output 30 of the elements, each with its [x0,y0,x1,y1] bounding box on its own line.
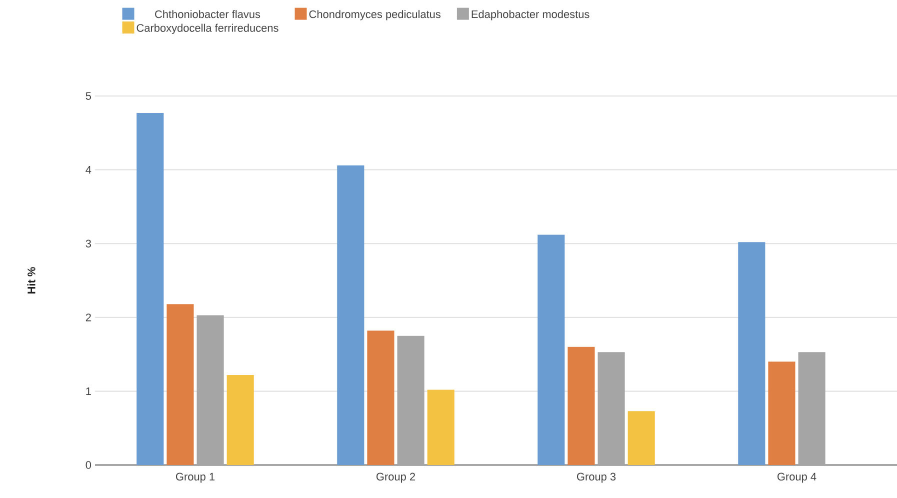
bar [538,234,565,465]
x-tick-label: Group 1 [176,472,215,483]
bar [397,336,424,465]
bar [798,352,826,465]
bar [196,315,224,465]
bar [738,242,766,465]
bar [628,411,655,465]
legend-label: Carboxydocella ferrireducens [136,24,278,34]
bar [598,352,625,465]
bar [166,304,194,465]
y-tick-label: 0 [86,461,92,469]
legend-label: Chondromyces pediculatus [309,10,441,20]
bar [768,362,796,465]
y-tick-label: 3 [86,240,91,248]
y-tick-label: 4 [86,166,92,174]
x-tick-label: Group 2 [376,472,415,483]
y-axis-title: Hit % [27,267,36,294]
bar [226,374,254,465]
bar [367,330,394,465]
y-tick-label: 5 [86,92,92,100]
legend-label: Chthoniobacter flavus [155,10,260,18]
bar [568,346,595,465]
bar [136,112,164,465]
y-tick-label: 1 [86,387,91,395]
legend-label: Edaphobacter modestus [472,10,590,20]
x-tick-label: Group 3 [577,472,616,483]
bar [427,390,454,465]
x-tick-label: Group 4 [778,472,816,483]
bar [337,165,364,465]
y-tick-label: 2 [86,314,91,322]
